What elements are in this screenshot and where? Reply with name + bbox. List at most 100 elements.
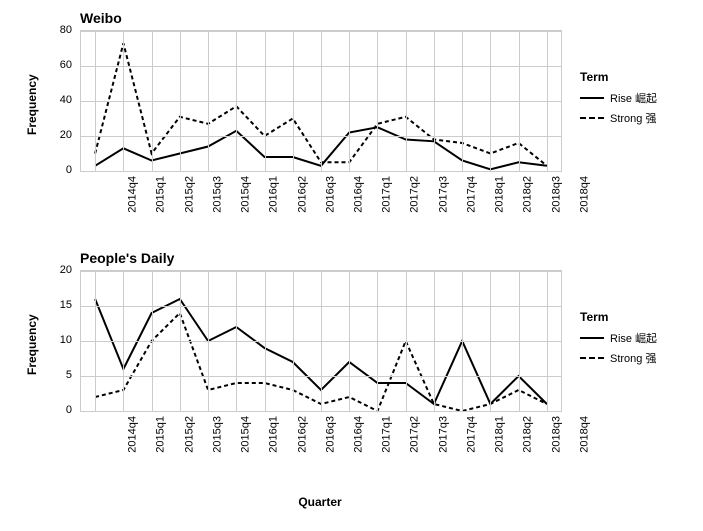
gridline-v: [208, 271, 209, 411]
xtick-label: 2015q1: [155, 416, 167, 453]
legend-swatch-dashed: [580, 357, 604, 359]
gridline-v: [293, 271, 294, 411]
xtick-label: 2018q4: [579, 176, 591, 213]
gridline-v: [547, 271, 548, 411]
panel-weibo-plot: [80, 30, 562, 172]
panel-weibo-title: Weibo: [80, 10, 122, 26]
ytick-label: 15: [60, 299, 72, 311]
gridline-v: [349, 31, 350, 171]
gridline-v: [519, 31, 520, 171]
legend-title: Term: [580, 70, 657, 84]
xtick-label: 2015q4: [240, 416, 252, 453]
xtick-label: 2016q4: [353, 176, 365, 213]
xtick-label: 2017q1: [381, 176, 393, 213]
ytick-label: 40: [60, 94, 72, 106]
xtick-label: 2018q2: [522, 416, 534, 453]
gridline-v: [321, 271, 322, 411]
panel-weibo-xticks: 2014q42015q12015q22015q32015q42016q12016…: [80, 172, 560, 232]
xtick-label: 2018q2: [522, 176, 534, 213]
legend-pd: Term Rise 崛起 Strong 强: [580, 310, 657, 370]
ytick-label: 0: [66, 164, 72, 176]
ytick-label: 0: [66, 404, 72, 416]
gridline-v: [490, 31, 491, 171]
gridline-v: [95, 31, 96, 171]
legend-item-strong: Strong 强: [580, 110, 657, 126]
xtick-label: 2015q2: [183, 176, 195, 213]
xtick-label: 2017q4: [466, 416, 478, 453]
gridline-v: [406, 31, 407, 171]
xtick-label: 2018q1: [494, 416, 506, 453]
xtick-label: 2014q4: [127, 176, 139, 213]
xtick-label: 2017q3: [437, 176, 449, 213]
panel-pd-yticks: 05101520: [36, 270, 76, 410]
xtick-label: 2017q4: [466, 176, 478, 213]
ytick-label: 5: [66, 369, 72, 381]
xtick-label: 2015q3: [212, 176, 224, 213]
xtick-label: 2015q3: [212, 416, 224, 453]
xtick-label: 2017q3: [437, 416, 449, 453]
xtick-label: 2016q4: [353, 416, 365, 453]
xtick-label: 2015q4: [240, 176, 252, 213]
legend-swatch-dashed: [580, 117, 604, 119]
gridline-v: [208, 31, 209, 171]
ytick-label: 20: [60, 129, 72, 141]
xaxis-label: Quarter: [80, 495, 560, 509]
gridline-v: [123, 271, 124, 411]
xtick-label: 2017q1: [381, 416, 393, 453]
gridline-v: [293, 31, 294, 171]
gridline-v: [180, 31, 181, 171]
legend-item-rise: Rise 崛起: [580, 330, 657, 346]
legend-weibo: Term Rise 崛起 Strong 强: [580, 70, 657, 130]
panel-weibo-yticks: 020406080: [36, 30, 76, 170]
xtick-label: 2016q3: [324, 416, 336, 453]
xtick-label: 2016q2: [296, 416, 308, 453]
gridline-v: [406, 271, 407, 411]
legend-label: Rise 崛起: [610, 90, 657, 106]
xtick-label: 2016q2: [296, 176, 308, 213]
gridline-v: [123, 31, 124, 171]
legend-item-strong: Strong 强: [580, 350, 657, 366]
xtick-label: 2014q4: [127, 416, 139, 453]
xtick-label: 2016q3: [324, 176, 336, 213]
gridline-v: [152, 271, 153, 411]
legend-item-rise: Rise 崛起: [580, 90, 657, 106]
panel-pd-xticks: 2014q4 2015q1 2015q2 2015q3 2015q4 2016q1 2016…: [80, 412, 560, 472]
gridline-v: [349, 271, 350, 411]
ytick-label: 20: [60, 264, 72, 276]
figure: Weibo Frequency 020406080 2014q42015q120…: [0, 0, 703, 531]
xtick-label: 2018q3: [550, 416, 562, 453]
legend-swatch-solid: [580, 337, 604, 339]
ytick-label: 60: [60, 59, 72, 71]
gridline-v: [490, 271, 491, 411]
gridline-v: [265, 271, 266, 411]
ytick-label: 10: [60, 334, 72, 346]
gridline-v: [321, 31, 322, 171]
gridline-v: [265, 31, 266, 171]
legend-title: Term: [580, 310, 657, 324]
xtick-label: 2017q2: [409, 176, 421, 213]
gridline-v: [547, 31, 548, 171]
gridline-v: [434, 31, 435, 171]
legend-label: Strong 强: [610, 110, 656, 126]
panel-pd-title: People's Daily: [80, 250, 174, 266]
gridline-v: [462, 31, 463, 171]
gridline-v: [462, 271, 463, 411]
gridline-v: [519, 271, 520, 411]
gridline-v: [236, 271, 237, 411]
gridline-v: [377, 31, 378, 171]
gridline-v: [434, 271, 435, 411]
xtick-label: 2018q1: [494, 176, 506, 213]
xtick-label: 2017q2: [409, 416, 421, 453]
xtick-label: 2018q4: [579, 416, 591, 453]
xtick-label: 2015q2: [183, 416, 195, 453]
gridline-v: [95, 271, 96, 411]
legend-swatch-solid: [580, 97, 604, 99]
gridline-v: [152, 31, 153, 171]
legend-label: Strong 强: [610, 350, 656, 366]
gridline-v: [377, 271, 378, 411]
xtick-label: 2015q1: [155, 176, 167, 213]
xtick-label: 2016q1: [268, 416, 280, 453]
panel-pd-plot: [80, 270, 562, 412]
ytick-label: 80: [60, 24, 72, 36]
gridline-v: [236, 31, 237, 171]
